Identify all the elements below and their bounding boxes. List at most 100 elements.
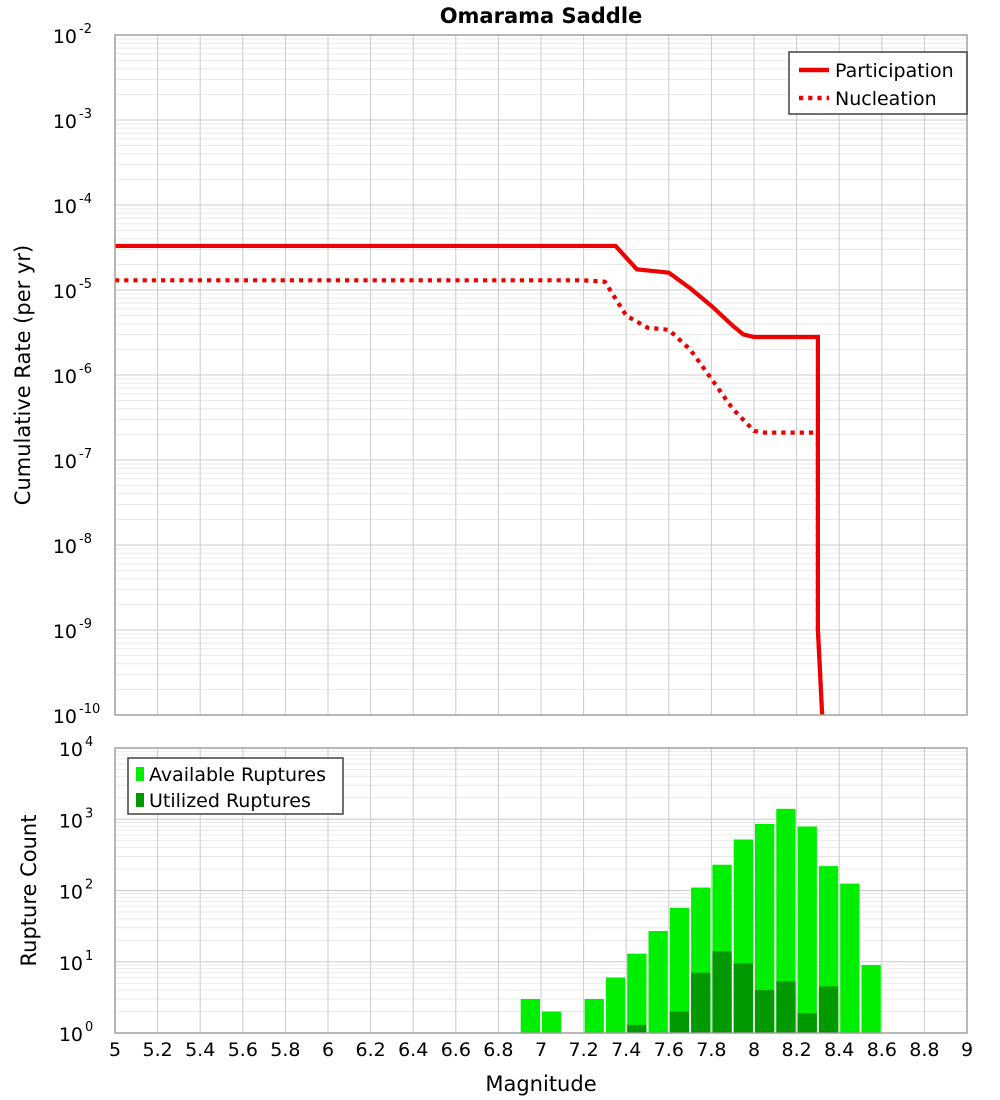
bar-available-ruptures [755,823,775,1033]
bar-utilized-ruptures [733,963,753,1033]
x-tick-label: 8.4 [824,1039,854,1061]
x-tick-label: 5.4 [185,1039,215,1061]
bar-available-ruptures [584,999,604,1033]
y-tick-bottom: 10 4 [59,735,93,761]
x-tick-label: 7.8 [696,1039,726,1061]
y-tick-exponent-top: -8 [79,532,92,547]
bar-utilized-ruptures [755,990,775,1033]
y-tick-label-top: 10 [53,196,77,218]
bar-utilized-ruptures [669,1011,690,1033]
bottom-y-axis-title: Rupture Count [17,815,41,967]
x-tick-label: 6.2 [355,1039,385,1061]
bottom-legend-box [127,757,344,815]
bar-utilized-ruptures [627,1024,647,1033]
x-tick-label: 7 [535,1039,547,1061]
y-tick-top: 10 -10 [53,702,100,728]
bar-available-ruptures [776,808,796,1033]
y-tick-top: 10 -6 [53,362,92,388]
y-tick-label-bottom: 10 [59,1024,83,1046]
y-tick-bottom: 10 1 [59,949,93,975]
x-axis-title: Magnitude [485,1072,596,1096]
x-tick-label: 7.2 [568,1039,598,1061]
y-tick-bottom: 10 0 [59,1020,93,1046]
top-series-group [115,243,825,715]
bottom-legend-label-available-ruptures: Available Ruptures [149,764,326,786]
x-tick-label: 8.8 [909,1039,939,1061]
top-legend-box [788,51,968,115]
y-tick-top: 10 -9 [53,617,92,643]
bar-utilized-ruptures [691,972,711,1033]
x-tick-label: 6.6 [441,1039,471,1061]
y-tick-exponent-bottom: 0 [85,1020,93,1035]
top-panel: 10-210-310-410-510-610-710-810-910-10 [53,22,968,728]
y-tick-exponent-bottom: 4 [85,735,93,750]
y-tick-label-top: 10 [53,111,77,133]
bar-available-ruptures [861,965,881,1033]
x-tick-label: 5.2 [142,1039,172,1061]
y-tick-label-top: 10 [53,451,77,473]
y-tick-top: 10 -3 [53,107,92,133]
x-tick-label: 7.6 [654,1039,684,1061]
bar-utilized-ruptures [797,1013,817,1033]
series-line-participation [115,243,825,715]
x-tick-label: 8.6 [867,1039,897,1061]
x-tick-label: 6.4 [398,1039,428,1061]
y-tick-label-bottom: 10 [59,810,83,832]
y-tick-exponent-top: -2 [79,22,92,37]
x-tick-label: 9 [961,1039,973,1061]
top-legend-label-participation: Participation [835,60,954,82]
bar-utilized-ruptures [818,986,839,1033]
y-tick-label-top: 10 [53,281,77,303]
y-tick-top: 10 -4 [53,192,92,218]
x-tick-label: 6.8 [483,1039,513,1061]
y-tick-label-bottom: 10 [59,882,83,904]
bar-available-ruptures [520,999,540,1033]
y-tick-label-bottom: 10 [59,739,83,761]
bar-available-ruptures [627,953,647,1033]
y-tick-bottom: 10 2 [59,878,93,904]
x-tick-label: 8 [748,1039,760,1061]
y-tick-label-bottom: 10 [59,953,83,975]
y-tick-label-top: 10 [53,536,77,558]
bar-available-ruptures [542,1011,562,1033]
x-tick-label: 8.2 [781,1039,811,1061]
series-line-nucleation [115,278,825,715]
y-tick-exponent-top: -6 [79,362,92,377]
y-tick-exponent-top: -10 [79,702,100,717]
x-tick-label: 5.8 [270,1039,300,1061]
y-tick-exponent-top: -4 [79,192,92,207]
y-tick-bottom: 10 3 [59,806,93,832]
y-tick-top: 10 -7 [53,447,92,473]
y-tick-top: 10 -2 [53,22,92,48]
y-tick-top: 10 -8 [53,532,92,558]
x-tick-label: 7.4 [611,1039,641,1061]
y-tick-exponent-bottom: 3 [85,806,93,821]
y-tick-label-top: 10 [53,706,77,728]
y-tick-label-top: 10 [53,621,77,643]
bar-available-ruptures [648,931,668,1033]
y-tick-exponent-top: -9 [79,617,92,632]
bar-available-ruptures [840,883,860,1033]
chart-title: Omarama Saddle [440,4,643,28]
x-tick-label: 5 [109,1039,121,1061]
y-tick-top: 10 -5 [53,277,92,303]
top-legend: Participation Nucleation [788,51,968,115]
y-tick-label-top: 10 [53,26,77,48]
bottom-bars-group [520,808,881,1033]
bottom-legend-swatch-utilized [136,793,144,807]
bottom-legend: Available Ruptures Utilized Ruptures [127,757,344,815]
y-tick-exponent-top: -5 [79,277,92,292]
y-tick-exponent-top: -3 [79,107,92,122]
y-tick-exponent-top: -7 [79,447,92,462]
bar-available-ruptures [605,977,626,1033]
top-plot-frame [114,34,968,716]
x-tick-label: 6 [322,1039,334,1061]
bottom-legend-swatch-available [136,767,144,781]
y-tick-label-top: 10 [53,366,77,388]
x-tick-label: 5.6 [228,1039,258,1061]
top-y-axis-title: Cumulative Rate (per yr) [11,245,35,505]
y-tick-exponent-bottom: 1 [85,949,93,964]
